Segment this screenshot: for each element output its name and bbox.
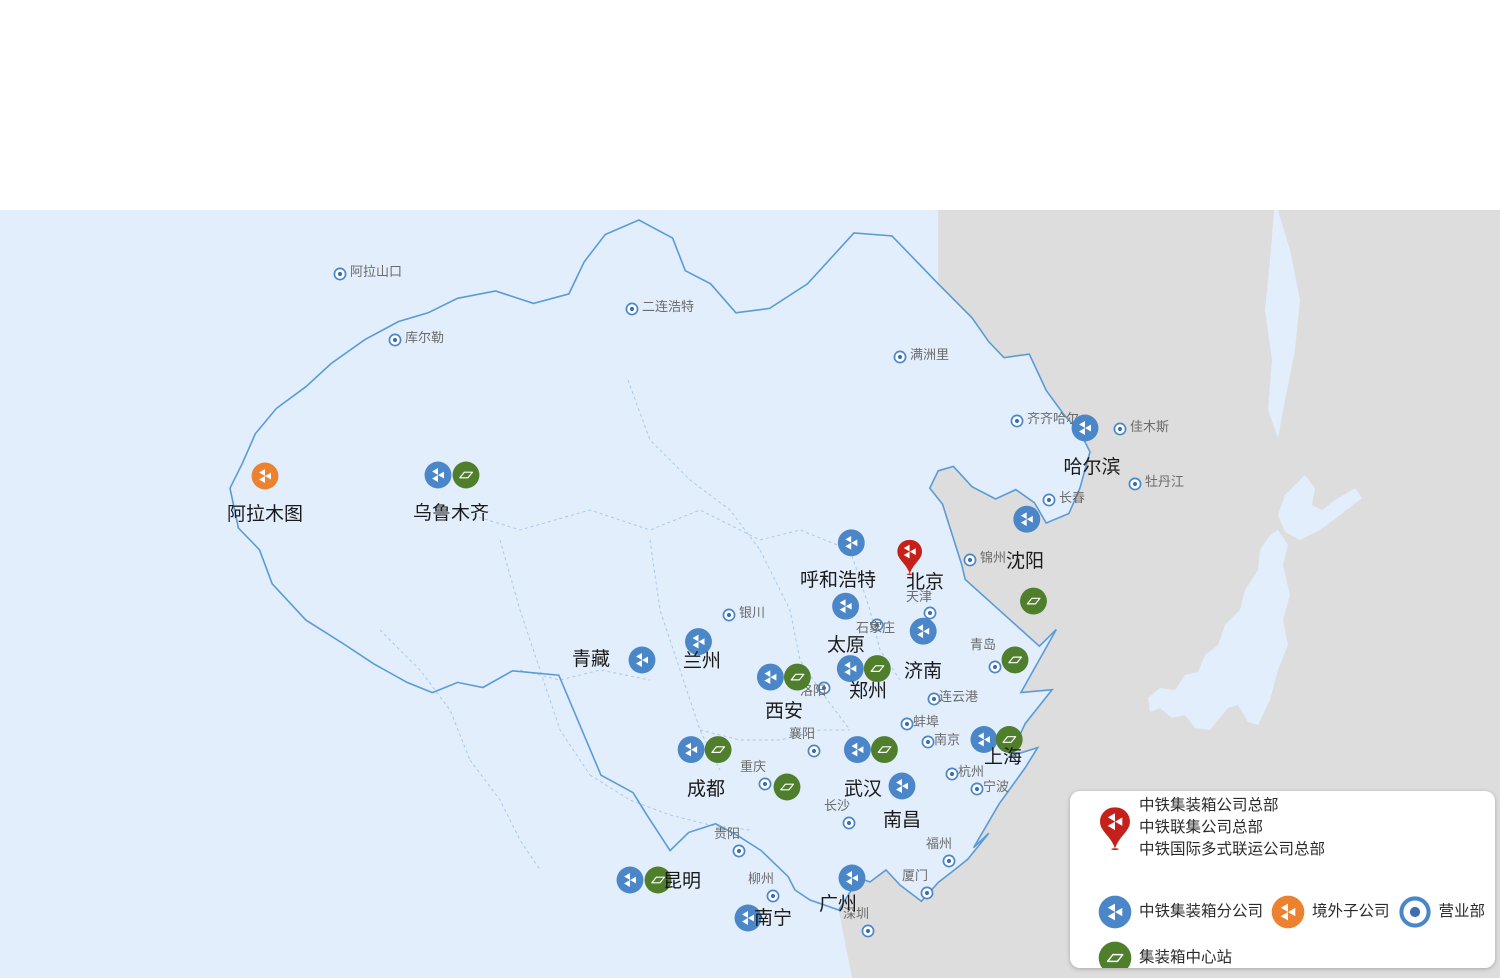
svg-text:银川: 银川 xyxy=(739,605,765,620)
svg-text:长春: 长春 xyxy=(1059,490,1085,505)
svg-text:南昌: 南昌 xyxy=(883,809,921,831)
svg-text:库尔勒: 库尔勒 xyxy=(405,330,444,345)
svg-text:满洲里: 满洲里 xyxy=(910,347,949,362)
svg-text:上海: 上海 xyxy=(984,746,1022,768)
svg-text:福州: 福州 xyxy=(926,836,952,851)
svg-text:广州: 广州 xyxy=(819,893,857,915)
svg-text:杭州: 杭州 xyxy=(958,764,984,779)
svg-text:青岛: 青岛 xyxy=(970,637,996,652)
svg-text:北京: 北京 xyxy=(906,571,944,593)
svg-text:齐齐哈尔: 齐齐哈尔 xyxy=(1027,411,1079,426)
svg-text:蚌埠: 蚌埠 xyxy=(913,714,939,729)
svg-text:武汉: 武汉 xyxy=(844,778,882,800)
svg-text:兰州: 兰州 xyxy=(683,650,721,672)
svg-text:阿拉山口: 阿拉山口 xyxy=(350,264,402,279)
svg-text:厦门: 厦门 xyxy=(902,868,928,883)
svg-text:阿拉木图: 阿拉木图 xyxy=(227,503,303,525)
svg-text:牡丹江: 牡丹江 xyxy=(1145,474,1184,489)
svg-text:济南: 济南 xyxy=(904,660,942,682)
svg-text:长沙: 长沙 xyxy=(824,798,850,813)
svg-text:南京: 南京 xyxy=(934,732,960,747)
svg-text:沈阳: 沈阳 xyxy=(1006,550,1044,572)
svg-text:西安: 西安 xyxy=(765,700,803,722)
svg-text:石家庄: 石家庄 xyxy=(856,620,895,635)
svg-text:二连浩特: 二连浩特 xyxy=(642,299,694,314)
svg-text:郑州: 郑州 xyxy=(849,680,887,702)
svg-text:宁波: 宁波 xyxy=(983,779,1009,794)
svg-text:青藏: 青藏 xyxy=(572,648,610,670)
svg-text:连云港: 连云港 xyxy=(939,689,978,704)
svg-text:呼和浩特: 呼和浩特 xyxy=(800,569,876,591)
svg-text:襄阳: 襄阳 xyxy=(789,726,815,741)
svg-text:乌鲁木齐: 乌鲁木齐 xyxy=(413,502,489,524)
svg-text:重庆: 重庆 xyxy=(740,759,766,774)
svg-text:成都: 成都 xyxy=(687,778,725,800)
svg-text:昆明: 昆明 xyxy=(663,871,701,892)
svg-text:贵阳: 贵阳 xyxy=(714,826,740,841)
svg-text:太原: 太原 xyxy=(827,634,865,656)
svg-text:南宁: 南宁 xyxy=(754,907,792,929)
svg-text:锦州: 锦州 xyxy=(980,550,1006,565)
svg-text:佳木斯: 佳木斯 xyxy=(1130,419,1169,434)
svg-text:柳州: 柳州 xyxy=(748,871,774,886)
svg-text:哈尔滨: 哈尔滨 xyxy=(1063,456,1120,478)
